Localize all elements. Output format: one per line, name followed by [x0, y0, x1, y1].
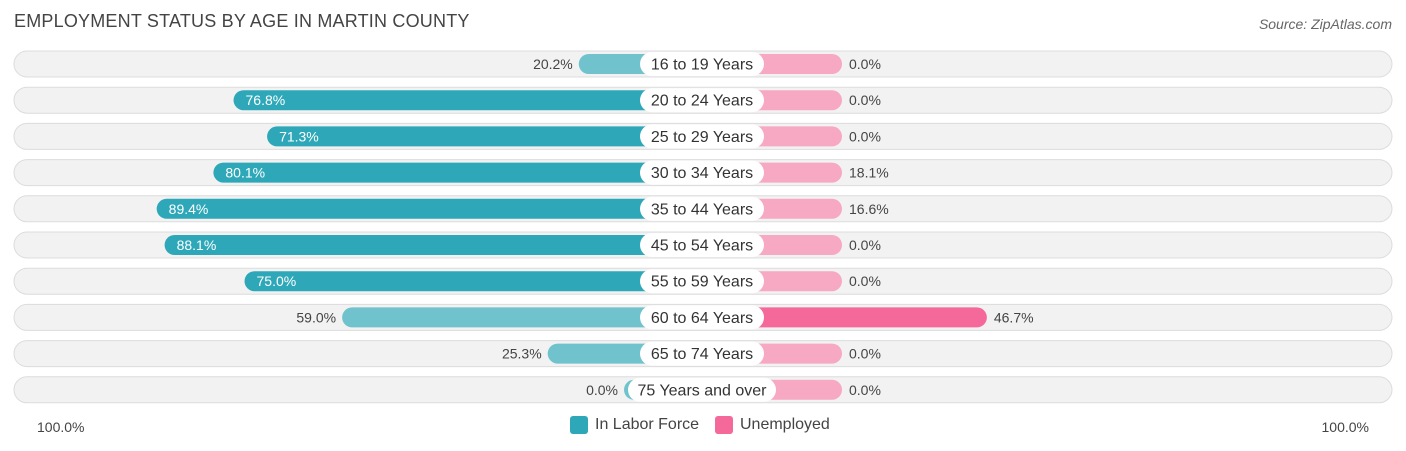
category-pill [640, 196, 764, 221]
value-label-labor-force: 88.1% [177, 237, 217, 253]
category-label: 35 to 44 Years [651, 201, 753, 218]
value-label-unemployed: 0.0% [849, 92, 881, 108]
value-label-labor-force: 0.0% [586, 382, 618, 398]
category-label: 75 Years and over [638, 382, 768, 399]
category-pill [640, 160, 764, 185]
axis-right-label: 100.0% [1321, 419, 1369, 435]
value-label-unemployed: 46.7% [994, 309, 1034, 325]
value-label-unemployed: 16.6% [849, 201, 889, 217]
bar-labor-force [233, 90, 702, 111]
category-label: 55 to 59 Years [651, 274, 753, 291]
category-pill [640, 341, 764, 366]
value-label-unemployed: 0.0% [849, 273, 881, 289]
source-label: Source: ZipAtlas.com [1258, 16, 1392, 32]
bar-labor-force [244, 271, 702, 292]
category-pill [628, 377, 776, 402]
value-label-unemployed: 0.0% [849, 237, 881, 253]
value-label-unemployed: 0.0% [849, 382, 881, 398]
value-label-labor-force: 80.1% [225, 165, 265, 181]
bar-labor-force [342, 307, 702, 328]
category-pill [640, 88, 764, 113]
value-label-labor-force: 75.0% [257, 273, 297, 289]
category-label: 65 to 74 Years [651, 346, 753, 363]
bar-labor-force [156, 198, 702, 219]
value-label-unemployed: 0.0% [849, 56, 881, 72]
category-label: 45 to 54 Years [651, 238, 753, 255]
legend: In Labor Force Unemployed [0, 416, 1406, 436]
value-label-labor-force: 89.4% [169, 201, 209, 217]
category-label: 60 to 64 Years [651, 310, 753, 327]
value-label-labor-force: 71.3% [279, 128, 319, 144]
value-label-unemployed: 0.0% [849, 346, 881, 362]
category-pill [640, 233, 764, 257]
value-label-labor-force: 25.3% [502, 346, 542, 362]
category-label: 20 to 24 Years [651, 93, 753, 110]
bar-unemployed [702, 307, 987, 328]
legend-swatch-unemployed [715, 416, 733, 434]
bar-labor-force [213, 162, 702, 183]
category-pill [640, 305, 764, 330]
legend-item-unemployed: Unemployed [715, 416, 830, 434]
chart-canvas: 16 to 19 Years 20.2% 0.0% 20 to 24 Years 76.… [13, 50, 1393, 404]
legend-item-labor-force: In Labor Force [570, 416, 699, 434]
legend-label-labor-force: In Labor Force [595, 416, 700, 433]
category-pill [640, 52, 764, 76]
value-label-unemployed: 18.1% [849, 165, 889, 181]
category-label: 25 to 29 Years [651, 129, 753, 146]
value-label-unemployed: 0.0% [849, 128, 881, 144]
category-label: 16 to 19 Years [651, 57, 753, 74]
value-label-labor-force: 76.8% [246, 92, 286, 108]
bar-labor-force [164, 235, 703, 255]
legend-label-unemployed: Unemployed [740, 416, 830, 433]
category-pill [640, 269, 764, 294]
value-label-labor-force: 59.0% [296, 309, 336, 325]
category-label: 30 to 34 Years [651, 165, 753, 182]
bar-labor-force [267, 126, 702, 147]
legend-swatch-labor-force [570, 416, 588, 434]
category-pill [640, 124, 764, 149]
value-label-labor-force: 20.2% [533, 56, 573, 72]
chart-title: EMPLOYMENT STATUS BY AGE IN MARTIN COUNT… [14, 11, 470, 31]
axis-left-label: 100.0% [37, 419, 85, 435]
